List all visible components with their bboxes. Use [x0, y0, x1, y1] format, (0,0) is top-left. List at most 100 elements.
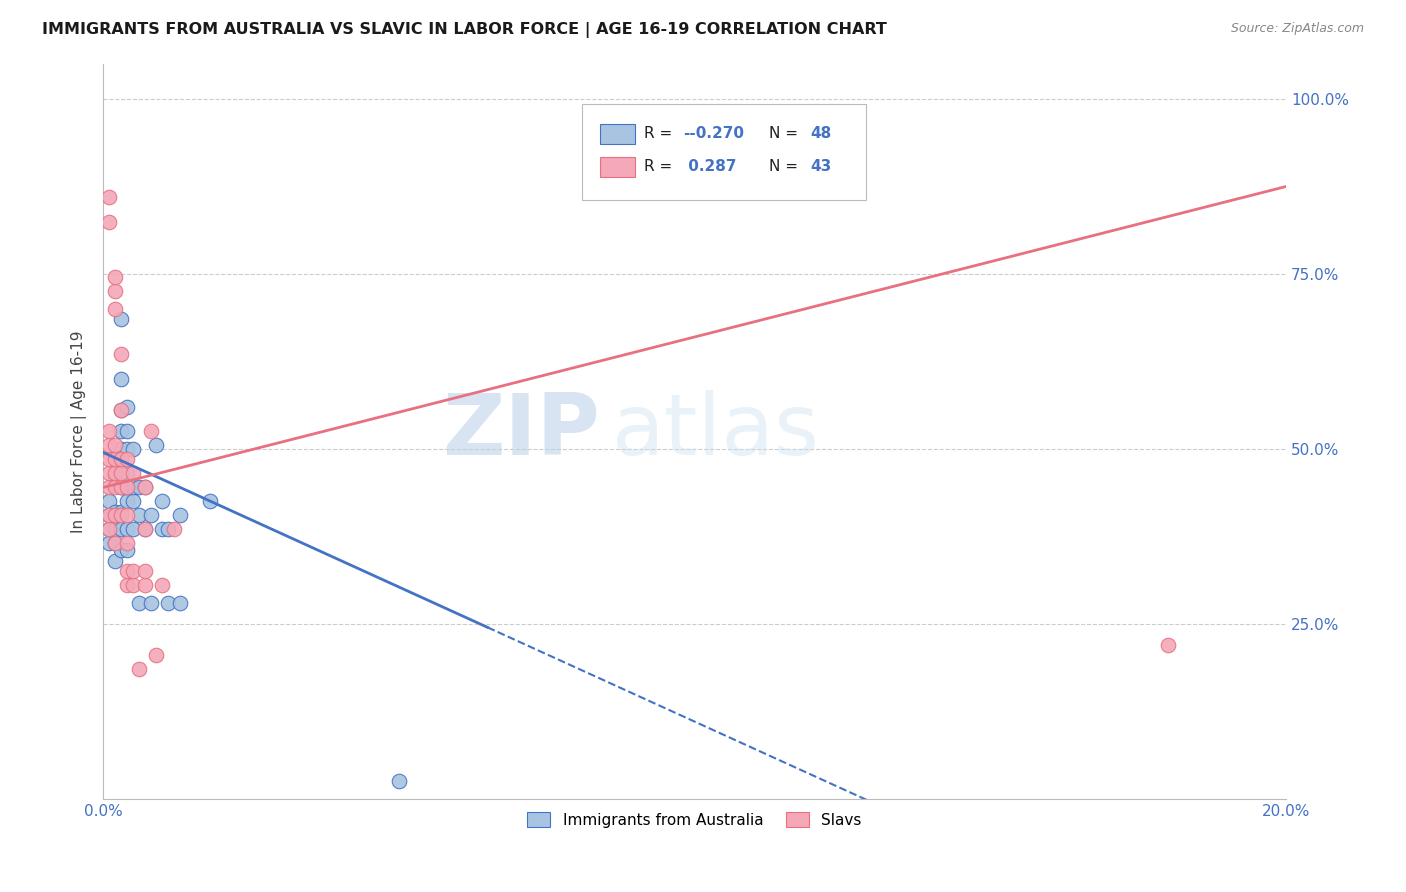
Text: --0.270: --0.270 [683, 127, 744, 141]
Point [98, 452, 121, 467]
Point [121, 480, 143, 494]
Point [134, 523, 156, 537]
Y-axis label: In Labor Force | Age 16-19: In Labor Force | Age 16-19 [72, 330, 87, 533]
Point [134, 480, 156, 494]
Point [134, 578, 156, 592]
Text: IMMIGRANTS FROM AUSTRALIA VS SLAVIC IN LABOR FORCE | AGE 16-19 CORRELATION CHART: IMMIGRANTS FROM AUSTRALIA VS SLAVIC IN L… [42, 22, 887, 38]
Point [104, 505, 127, 519]
Point [115, 494, 138, 508]
Point [110, 403, 132, 417]
Point [104, 536, 127, 550]
Legend: Immigrants from Australia, Slavs: Immigrants from Australia, Slavs [520, 804, 869, 835]
Point [104, 523, 127, 537]
Point [98, 508, 121, 523]
Point [110, 403, 132, 417]
Text: Source: ZipAtlas.com: Source: ZipAtlas.com [1230, 22, 1364, 36]
Point [110, 452, 132, 467]
Point [104, 285, 127, 299]
Point [115, 400, 138, 414]
Text: atlas: atlas [612, 390, 820, 473]
Point [169, 596, 191, 610]
Point [115, 467, 138, 481]
Point [104, 270, 127, 285]
Text: N =: N = [769, 127, 803, 141]
Point [115, 508, 138, 523]
Point [145, 648, 167, 663]
Point [121, 467, 143, 481]
Point [115, 536, 138, 550]
Point [128, 662, 150, 676]
Point [157, 596, 180, 610]
Point [98, 508, 121, 523]
Point [104, 452, 127, 467]
Point [110, 523, 132, 537]
Point [115, 425, 138, 439]
Point [110, 347, 132, 361]
Point [104, 438, 127, 452]
Point [121, 442, 143, 456]
Point [128, 596, 150, 610]
Text: 0.287: 0.287 [683, 160, 737, 175]
Point [115, 480, 138, 494]
Point [198, 494, 221, 508]
Point [115, 442, 138, 456]
Point [115, 523, 138, 537]
Point [121, 523, 143, 537]
Point [110, 508, 132, 523]
Point [104, 536, 127, 550]
Point [98, 190, 121, 204]
Point [98, 480, 121, 494]
Point [1157, 638, 1180, 652]
Point [98, 438, 121, 452]
Point [98, 467, 121, 481]
Point [98, 494, 121, 508]
Text: N =: N = [769, 160, 803, 175]
Point [104, 554, 127, 568]
Point [128, 508, 150, 523]
Point [157, 523, 180, 537]
Point [110, 543, 132, 558]
Point [388, 774, 411, 789]
FancyBboxPatch shape [582, 104, 866, 200]
Point [121, 565, 143, 579]
Point [163, 523, 186, 537]
Point [139, 596, 162, 610]
Point [134, 523, 156, 537]
Point [104, 480, 127, 494]
Point [110, 480, 132, 494]
Point [110, 467, 132, 481]
Point [169, 508, 191, 523]
Text: 48: 48 [810, 127, 832, 141]
Point [104, 467, 127, 481]
FancyBboxPatch shape [600, 124, 636, 145]
Point [115, 578, 138, 592]
Point [115, 543, 138, 558]
Text: R =: R = [644, 160, 676, 175]
Point [110, 312, 132, 326]
Point [98, 536, 121, 550]
Point [104, 477, 127, 491]
Point [139, 425, 162, 439]
Point [115, 452, 138, 467]
Point [121, 494, 143, 508]
Point [110, 372, 132, 386]
Point [115, 480, 138, 494]
Point [110, 480, 132, 494]
Point [139, 508, 162, 523]
Point [115, 565, 138, 579]
Point [110, 425, 132, 439]
Point [110, 442, 132, 456]
Point [121, 578, 143, 592]
Point [104, 301, 127, 316]
Text: ZIP: ZIP [443, 390, 600, 473]
Point [104, 508, 127, 523]
Point [98, 214, 121, 228]
Point [150, 494, 173, 508]
Text: 43: 43 [810, 160, 832, 175]
Point [145, 438, 167, 452]
Point [98, 523, 121, 537]
Point [134, 480, 156, 494]
Point [104, 470, 127, 484]
Point [98, 425, 121, 439]
Point [110, 505, 132, 519]
